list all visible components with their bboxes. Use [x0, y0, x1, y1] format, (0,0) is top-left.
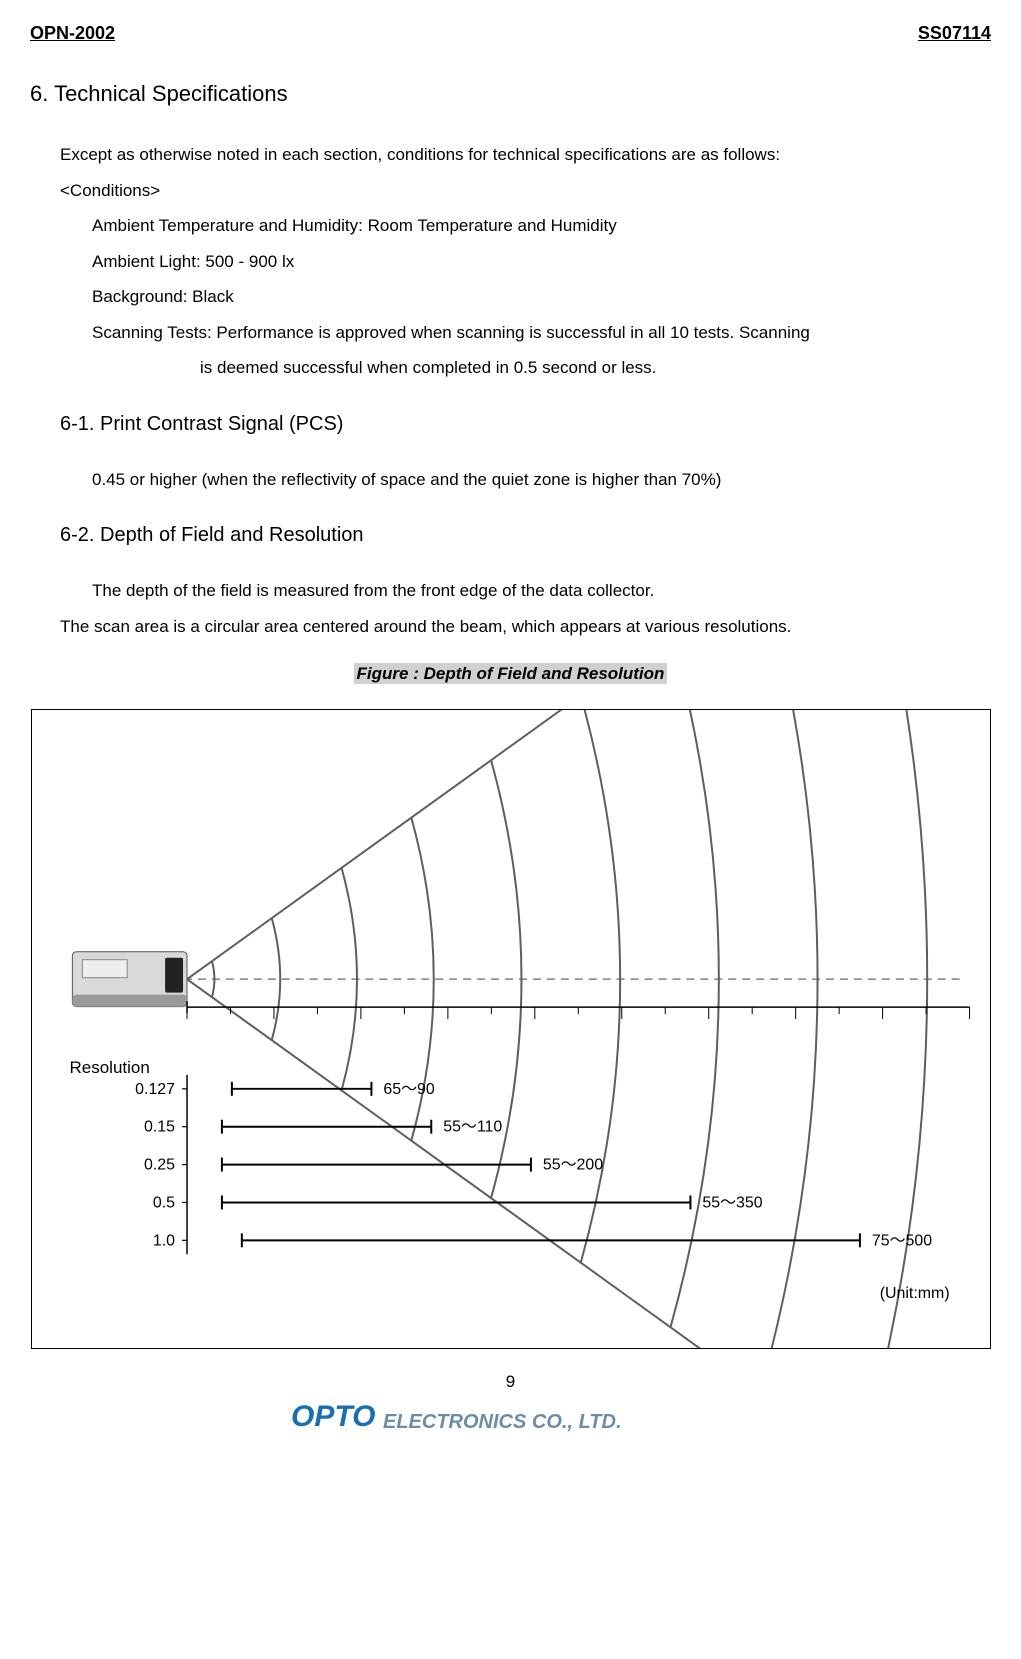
footer-logo: OPTO ELECTRONICS CO., LTD. — [30, 1396, 991, 1444]
page-number: 9 — [30, 1369, 991, 1395]
intro-line1: Except as otherwise noted in each sectio… — [60, 142, 991, 168]
svg-text:65～90: 65～90 — [383, 1080, 435, 1097]
logo-opto-text: OPTO — [291, 1400, 375, 1433]
s62-title: 6-2. Depth of Field and Resolution — [60, 520, 991, 550]
svg-text:0.5: 0.5 — [152, 1194, 174, 1211]
svg-text:1.0: 1.0 — [152, 1232, 174, 1249]
header-left: OPN-2002 — [30, 20, 115, 47]
header-right: SS07114 — [918, 20, 991, 47]
s61-body: 0.45 or higher (when the reflectivity of… — [92, 467, 991, 493]
s62-b1: The depth of the field is measured from … — [92, 578, 991, 604]
s62-b2: The scan area is a circular area centere… — [60, 614, 991, 640]
cond-temp: Ambient Temperature and Humidity: Room T… — [92, 213, 991, 239]
intro-line2: <Conditions> — [60, 178, 991, 204]
cond-scan2: is deemed successful when completed in 0… — [200, 355, 991, 381]
svg-text:0.127: 0.127 — [135, 1080, 175, 1097]
svg-text:0.15: 0.15 — [144, 1118, 175, 1135]
cond-scan: Scanning Tests: Performance is approved … — [92, 320, 991, 346]
svg-text:75～500: 75～500 — [871, 1232, 931, 1249]
conditions-block: Except as otherwise noted in each sectio… — [60, 142, 991, 639]
svg-text:0.25: 0.25 — [144, 1156, 175, 1173]
cond-bg: Background: Black — [92, 284, 991, 310]
logo-rest-text: ELECTRONICS CO., LTD. — [383, 1411, 622, 1433]
page-header: OPN-2002 SS07114 — [30, 20, 991, 47]
svg-text:(Unit:mm): (Unit:mm) — [879, 1285, 949, 1302]
figure-caption-wrap: Figure : Depth of Field and Resolution — [30, 661, 991, 687]
svg-text:55～110: 55～110 — [443, 1118, 502, 1135]
figure-box: Resolution 0.127 65～90 0.15 55～110 0.25 55～20… — [31, 709, 991, 1349]
cond-light: Ambient Light: 500 - 900 lx — [92, 249, 991, 275]
section-title: 6. Technical Specifications — [30, 77, 991, 110]
depth-of-field-diagram: 0.127 65～90 0.15 55～110 0.25 55～200 0.5 55～350 1… — [32, 710, 990, 1348]
s61-title: 6-1. Print Contrast Signal (PCS) — [60, 409, 991, 439]
svg-text:55～350: 55～350 — [702, 1194, 762, 1211]
svg-text:55～200: 55～200 — [542, 1156, 602, 1173]
figure-caption: Figure : Depth of Field and Resolution — [354, 663, 668, 684]
resolution-label: Resolution — [70, 1055, 150, 1081]
